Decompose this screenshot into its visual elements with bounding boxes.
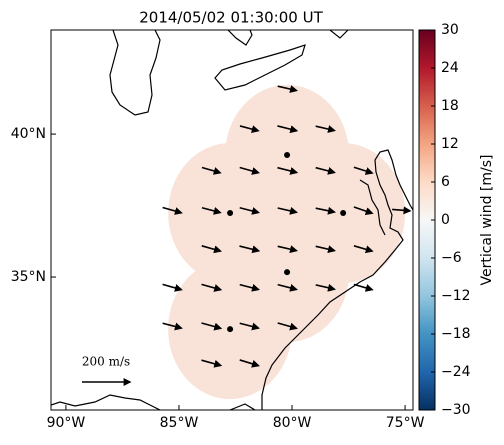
wind-vector — [353, 245, 374, 254]
station — [227, 209, 234, 216]
wind-vector — [315, 166, 336, 175]
wind-vector — [239, 283, 260, 292]
colorbar-label: Vertical wind [m/s] — [479, 155, 495, 286]
wind-vector — [239, 166, 260, 175]
coastline — [227, 30, 253, 46]
x-tick-label: 85°W — [160, 415, 199, 431]
station — [227, 326, 234, 333]
colorbar-tick-label: −30 — [441, 402, 471, 418]
colorbar-tick-label: −12 — [441, 288, 471, 304]
colorbar-tick-label: 30 — [441, 22, 459, 38]
wind-vector — [353, 206, 374, 215]
colorbar-tick-label: 24 — [441, 60, 459, 76]
wind-vector — [201, 245, 222, 254]
wind-vector — [315, 283, 336, 292]
map-frame — [50, 29, 414, 411]
wind-vector — [353, 166, 374, 175]
colorbar-tick-label: 6 — [441, 174, 450, 190]
wind-vector — [277, 322, 298, 331]
wind-vector — [239, 245, 261, 254]
coastline — [214, 44, 306, 91]
coastline — [359, 179, 386, 236]
y-tick-label: 40°N — [11, 126, 46, 142]
wind-vector — [277, 166, 299, 175]
wind-vector — [239, 322, 260, 331]
wind-vector — [201, 283, 223, 292]
colorbar-tick-label: −18 — [441, 326, 471, 342]
wind-vector — [277, 245, 298, 254]
wind-vector — [277, 283, 298, 292]
marks: 200 m/s — [82, 85, 412, 386]
colorbar-tick-label: 12 — [441, 136, 459, 152]
coastline — [109, 30, 161, 116]
coastlines — [51, 30, 413, 410]
wind-vector — [201, 359, 223, 368]
station — [284, 151, 291, 158]
wind-vector — [201, 322, 223, 331]
coastline — [51, 394, 161, 410]
x-tick-label: 80°W — [273, 415, 312, 431]
wind-vector — [277, 206, 298, 215]
coastline — [329, 30, 349, 39]
wind-vector — [277, 85, 298, 93]
wind-vector — [239, 206, 260, 215]
wind-vector — [162, 322, 183, 331]
wind-vector — [201, 166, 222, 175]
wind-vector — [315, 125, 336, 133]
coastline — [261, 149, 413, 410]
key-label: 200 m/s — [82, 355, 130, 369]
coastline — [229, 403, 256, 410]
colorbar-tick-label: −6 — [441, 250, 462, 266]
station — [340, 209, 347, 216]
wind-vector — [315, 245, 336, 254]
wind-vector — [353, 283, 374, 292]
station — [284, 269, 291, 276]
wind-vector — [239, 125, 260, 133]
wind-vector — [315, 206, 336, 215]
x-tick-label: 75°W — [386, 415, 425, 431]
wind-vector — [162, 283, 183, 292]
wind-vector — [239, 359, 260, 368]
x-tick-label: 90°W — [47, 415, 86, 431]
field-region — [168, 84, 406, 400]
colorbar-tick-label: 18 — [441, 98, 459, 114]
wind-vector — [162, 206, 183, 215]
y-tick-label: 35°N — [11, 269, 46, 285]
wind-vector — [392, 206, 412, 215]
chart-title: 2014/05/02 01:30:00 UT — [139, 9, 323, 27]
colorbar-tick-label: 0 — [441, 212, 450, 228]
colorbar-tick-label: −24 — [441, 364, 471, 380]
wind-vector — [277, 125, 299, 134]
wind-vector — [201, 206, 222, 215]
